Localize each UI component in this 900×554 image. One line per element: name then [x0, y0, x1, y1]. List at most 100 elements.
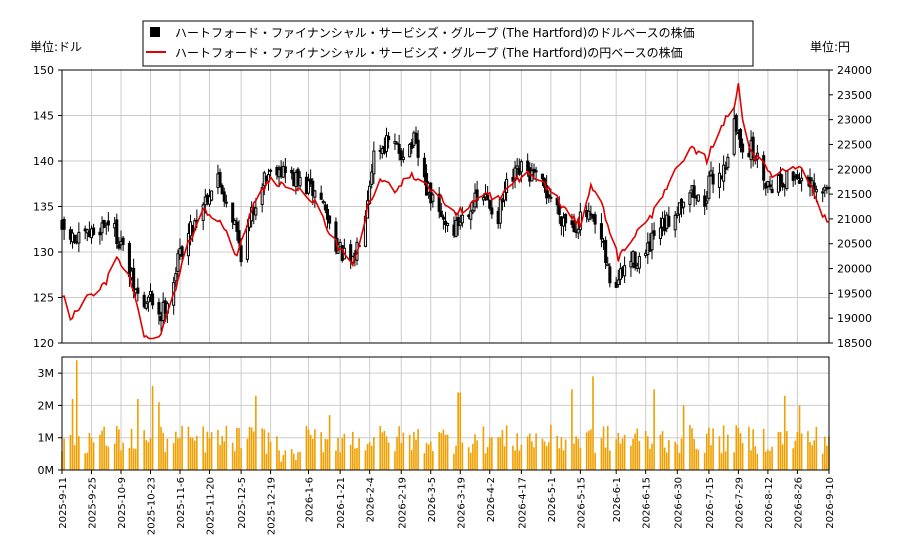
volume-bar — [113, 443, 116, 470]
volume-bar — [577, 438, 580, 470]
volume-bar — [665, 452, 668, 470]
volume-bar — [429, 441, 432, 470]
volume-bar — [432, 450, 434, 470]
x-tick-label: 2026-2-4 — [366, 477, 377, 522]
volume-bar — [410, 450, 413, 470]
volume-bar — [147, 442, 150, 470]
x-tick-label: 2026-5-1 — [547, 477, 558, 522]
volume-bar — [118, 429, 120, 470]
candle-body — [441, 216, 445, 220]
volume-bar — [457, 392, 459, 470]
volume-bar — [617, 432, 620, 470]
volume-bar — [564, 439, 567, 470]
volume-bar — [78, 436, 80, 470]
volume-bar — [585, 432, 588, 470]
volume-bar — [722, 425, 725, 470]
volume-bar — [446, 434, 449, 470]
candle-body — [370, 171, 374, 185]
volume-bar — [309, 434, 312, 470]
volume-bar — [739, 433, 742, 470]
volume-bar — [143, 430, 145, 470]
volume-bar — [560, 437, 563, 470]
candle-body — [106, 220, 110, 226]
candle-body — [290, 169, 294, 174]
volume-bar — [351, 431, 354, 470]
volume-bar — [90, 437, 93, 470]
candle-body — [724, 167, 728, 170]
volume-bar — [177, 438, 179, 470]
volume-bar — [92, 442, 95, 470]
candle-body — [414, 132, 418, 144]
volume-bar — [231, 442, 234, 470]
right-tick-label: 23500 — [837, 89, 872, 102]
volume-bar — [158, 402, 160, 470]
candle-body — [454, 220, 458, 237]
volume-bar — [562, 450, 565, 470]
volume-bar — [798, 405, 801, 470]
volume-bar — [307, 429, 310, 470]
volume-bar — [394, 451, 396, 470]
left-tick-label: 135 — [33, 201, 54, 214]
candle-body — [606, 263, 610, 267]
volume-bar — [196, 435, 198, 470]
legend: ハートフォード・ファイナンシャル・サービシズ・グループ (The Hartfor… — [142, 20, 754, 67]
volume-bar — [103, 426, 105, 470]
volume-bar — [497, 437, 499, 470]
x-tick-label: 2026-4-17 — [517, 477, 528, 529]
candle-body — [564, 213, 568, 224]
volume-bar — [638, 440, 641, 470]
volume-bar — [278, 450, 280, 470]
volume-bar — [223, 441, 226, 470]
volume-bar — [516, 433, 518, 470]
volume-bar — [533, 447, 535, 470]
volume-bar — [132, 448, 135, 470]
candle-body — [174, 273, 178, 282]
left-tick-label: 120 — [33, 337, 54, 350]
volume-bar — [646, 436, 649, 470]
volume-bar — [518, 450, 521, 470]
volume-bar — [503, 446, 506, 470]
candle-body — [401, 156, 405, 160]
candle-body — [372, 150, 376, 175]
x-tick-label: 2025-10-9 — [117, 477, 128, 529]
candle-body — [338, 241, 342, 248]
volume-bar — [499, 437, 502, 470]
volume-bar — [621, 438, 624, 470]
candle-body — [121, 237, 125, 245]
candle-body — [100, 222, 104, 234]
left-tick-label: 125 — [33, 292, 54, 305]
volume-bar — [501, 430, 504, 470]
volume-bar — [590, 429, 592, 470]
x-tick-label: 2026-7-29 — [734, 477, 745, 529]
candle-body — [488, 199, 492, 209]
volume-bar — [781, 444, 784, 470]
candle-body — [115, 219, 119, 245]
volume-bar — [630, 445, 632, 470]
volume-panel-frame — [61, 356, 830, 471]
volume-bar — [644, 430, 647, 470]
volume-bar — [543, 441, 546, 470]
candle-body — [776, 175, 780, 193]
volume-bar — [547, 442, 550, 470]
volume-tick-label: 1M — [38, 432, 55, 445]
candle-body — [245, 225, 249, 260]
volume-bar — [809, 442, 811, 470]
candle-body — [416, 139, 420, 158]
volume-bar — [320, 432, 322, 470]
volume-bar — [248, 426, 251, 470]
candle-body — [658, 227, 662, 239]
candle-body — [821, 191, 825, 194]
volume-bar — [267, 432, 270, 470]
volume-bar — [189, 437, 192, 470]
volume-bar — [440, 433, 443, 470]
volume-bar — [339, 452, 341, 470]
volume-bar — [263, 429, 266, 470]
volume-bar — [219, 444, 221, 470]
volume-bar — [680, 438, 683, 470]
volume-bar — [752, 429, 754, 470]
x-tick-label: 2025-9-25 — [88, 477, 99, 529]
candle-body — [481, 197, 485, 201]
candle-body — [547, 194, 551, 198]
volume-bar — [579, 447, 582, 470]
